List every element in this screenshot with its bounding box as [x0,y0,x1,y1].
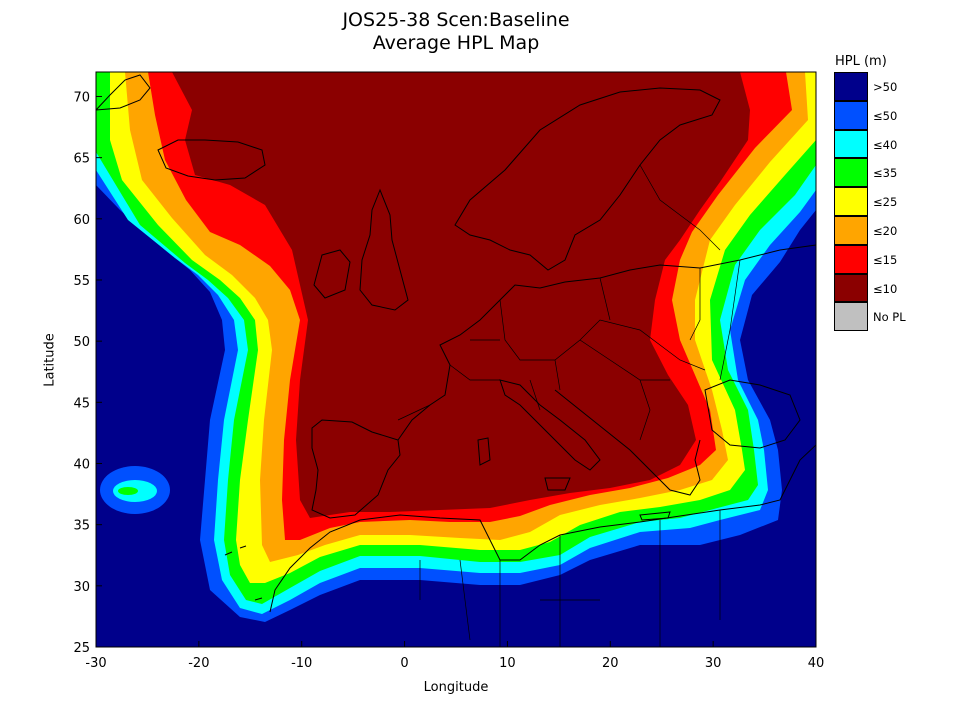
coastline-crete [639,511,671,521]
legend-swatch [834,302,868,332]
y-tick-label: 25 [73,641,90,656]
y-axis-label: Latitude [42,333,58,387]
coastline-scandinavia [454,87,721,271]
y-tick-label: 40 [73,457,90,472]
chart-title-line-2: Average HPL Map [372,32,540,54]
legend-swatch [834,72,868,101]
chart-title-line-1: JOS25-38 Scen:Baseline [342,9,570,31]
coastline-great-britain [359,188,409,311]
y-tick-label: 30 [73,580,90,595]
legend-label: >50 [873,80,898,94]
y-tick-label: 70 [73,90,90,105]
x-tick-label: -20 [188,656,209,671]
legend-swatch [834,187,868,216]
legend-swatch [834,158,868,188]
coastline-north-africa [269,444,816,613]
coastline-sicily [544,477,571,491]
x-tick-label: 0 [400,656,408,671]
legend-title: HPL (m) [835,54,887,69]
coastline-black-sea [704,379,801,449]
legend-swatch [834,215,868,245]
coastline-layer [96,74,816,647]
x-axis: -30 -20 -10 0 10 20 30 40 [85,641,824,671]
band-le10 [172,72,750,518]
legend-label: No PL [873,310,906,325]
coastline-sardinia [477,437,491,466]
contour-layer [96,72,816,647]
y-tick-label: 60 [73,213,90,228]
legend-label: ≤25 [873,195,898,210]
legend-swatch [834,244,868,274]
coastline-ireland [313,249,351,299]
legend-label: ≤35 [873,166,898,181]
azores-green-spot [118,487,138,495]
x-tick-label: 20 [602,656,619,671]
legend-label: ≤50 [873,108,898,123]
coastline-svalbard-greenland [96,74,151,111]
legend-label: ≤15 [873,252,898,267]
x-tick-label: -30 [85,656,106,671]
coastline-italy [499,379,601,471]
legend-swatch [834,100,868,130]
plot-frame [95,71,817,648]
x-tick-label: 40 [808,656,825,671]
y-axis: 25 30 35 40 45 50 55 60 65 70 [73,90,102,656]
y-tick-label: 45 [73,396,90,411]
border-network [397,164,741,647]
y-tick-label: 55 [73,274,90,289]
legend-label: ≤20 [873,223,898,238]
y-tick-label: 35 [73,519,90,534]
coastline-balkans [554,389,701,496]
x-axis-label: Longitude [423,680,489,695]
x-tick-label: 30 [705,656,722,671]
x-tick-label: 10 [499,656,516,671]
legend-swatch [834,129,868,159]
coastline-canaries [224,545,263,601]
legend-label: ≤10 [873,281,898,296]
y-tick-label: 50 [73,335,90,350]
coastline-iberia [311,419,401,519]
legend-label: ≤40 [873,137,898,152]
x-tick-label: -10 [291,656,312,671]
legend-swatch [834,273,868,303]
y-tick-label: 65 [73,152,90,167]
coastline-iceland [157,139,266,181]
